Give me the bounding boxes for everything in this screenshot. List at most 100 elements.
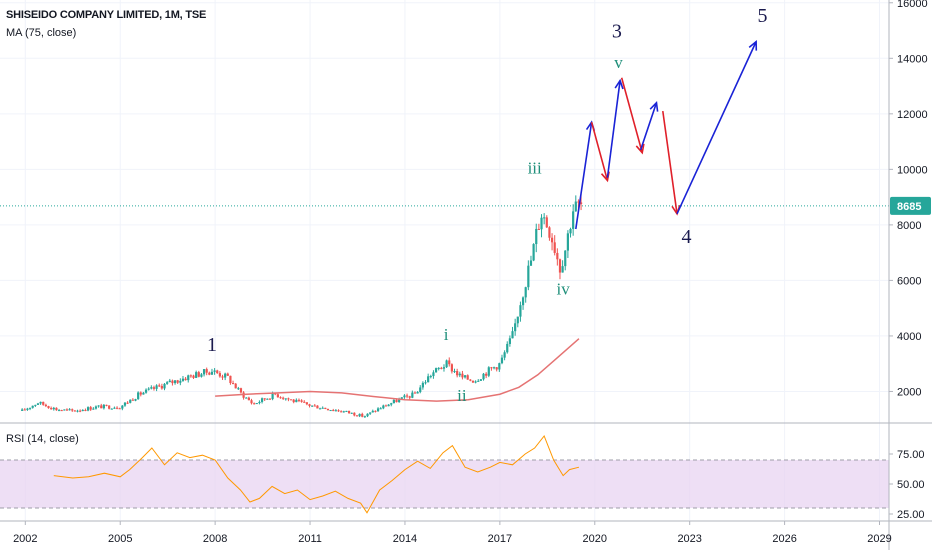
moving-average-line (215, 338, 580, 402)
candle-body (421, 382, 424, 388)
candle-body (92, 408, 95, 410)
candle-body (39, 401, 42, 404)
candle-body (197, 372, 200, 377)
candle-body (411, 392, 414, 398)
candle-body (308, 404, 311, 406)
y-tick-label: 12000 (897, 109, 928, 121)
candle-body (390, 403, 393, 405)
candle-body (221, 376, 224, 378)
candle-body (416, 392, 419, 394)
candle-body (84, 409, 87, 411)
projection-arrow-up (639, 100, 659, 151)
candle-body (305, 402, 308, 405)
candle-body (516, 316, 519, 324)
candle-body (474, 381, 477, 383)
rsi-tick-label: 50.00 (897, 479, 925, 491)
candle-body (329, 410, 332, 412)
rsi-tick-label: 75.00 (897, 449, 925, 461)
candle-body (334, 410, 337, 412)
candle-body (537, 228, 540, 230)
x-tick-label: 2029 (867, 533, 891, 545)
candle-body (413, 392, 417, 394)
rsi-line (53, 435, 580, 514)
projection-arrow-down (620, 77, 645, 155)
candle-body (247, 397, 250, 401)
candle-body (440, 367, 443, 369)
y-tick-label: 16000 (897, 0, 928, 10)
candle-body (26, 408, 29, 410)
candle-body (337, 410, 340, 412)
candle-body (495, 367, 498, 370)
candle-body (158, 385, 161, 387)
candle-body (295, 399, 298, 403)
candle-body (564, 250, 567, 267)
candle-body (118, 408, 121, 410)
candle-body (548, 227, 551, 238)
projection-arrow-down (662, 110, 681, 216)
candle-body (226, 373, 229, 376)
candle-body (579, 202, 583, 205)
candle-body (57, 410, 61, 412)
candle-body (266, 398, 269, 400)
x-tick-label: 2011 (298, 533, 322, 545)
candle-body (123, 402, 127, 406)
candle-body (276, 394, 279, 398)
candle-body (419, 387, 422, 393)
candle-body (540, 217, 543, 230)
candle-body (463, 375, 467, 378)
candle-body (68, 409, 71, 411)
candle-body (100, 405, 103, 409)
candle-body (263, 398, 266, 400)
candle-body (561, 266, 564, 273)
candle-body (297, 399, 301, 401)
candle-body (303, 401, 306, 403)
symbol-legend[interactable]: SHISEIDO COMPANY LIMITED, 1M, TSE (6, 9, 207, 21)
candle-body (347, 410, 351, 414)
candle-body (202, 369, 206, 375)
candle-body (521, 297, 525, 306)
candle-body (105, 404, 108, 406)
candle-body (437, 367, 440, 369)
candle-body (94, 406, 98, 409)
candle-body (316, 405, 319, 409)
candle-body (355, 415, 359, 417)
rsi-tick-label: 25.00 (897, 509, 925, 521)
candle-body (110, 408, 113, 410)
candle-body (379, 408, 382, 410)
rsi-legend[interactable]: RSI (14, close) (6, 433, 79, 445)
candle-body (566, 233, 569, 251)
candle-body (260, 398, 264, 402)
candle-body (569, 228, 572, 234)
wave-label: v (614, 53, 623, 72)
candle-body (176, 380, 179, 383)
candle-body (142, 392, 145, 395)
candle-body (490, 367, 493, 369)
candle-body (239, 388, 243, 393)
candle-body (289, 399, 293, 401)
x-tick-label: 2026 (772, 533, 796, 545)
candle-body (155, 385, 158, 389)
candle-body (350, 412, 353, 414)
x-tick-label: 2008 (203, 533, 227, 545)
candle-body (137, 392, 140, 400)
candle-body (371, 410, 374, 413)
candle-body (36, 403, 40, 405)
candle-body (311, 405, 314, 407)
wave-label: iii (528, 159, 542, 178)
candle-body (168, 380, 171, 383)
candle-body (34, 404, 37, 406)
projection-arrow-up (575, 120, 596, 230)
x-tick-label: 2017 (488, 533, 512, 545)
candle-body (139, 392, 142, 395)
candle-body (76, 410, 79, 412)
candle-body (79, 410, 82, 412)
candle-body (21, 409, 24, 411)
candle-body (115, 407, 119, 409)
candle-body (519, 305, 522, 317)
candle-body (345, 410, 348, 412)
wave-label: ii (457, 386, 467, 405)
candle-body (131, 399, 134, 401)
ma-legend[interactable]: MA (75, close) (6, 27, 77, 39)
